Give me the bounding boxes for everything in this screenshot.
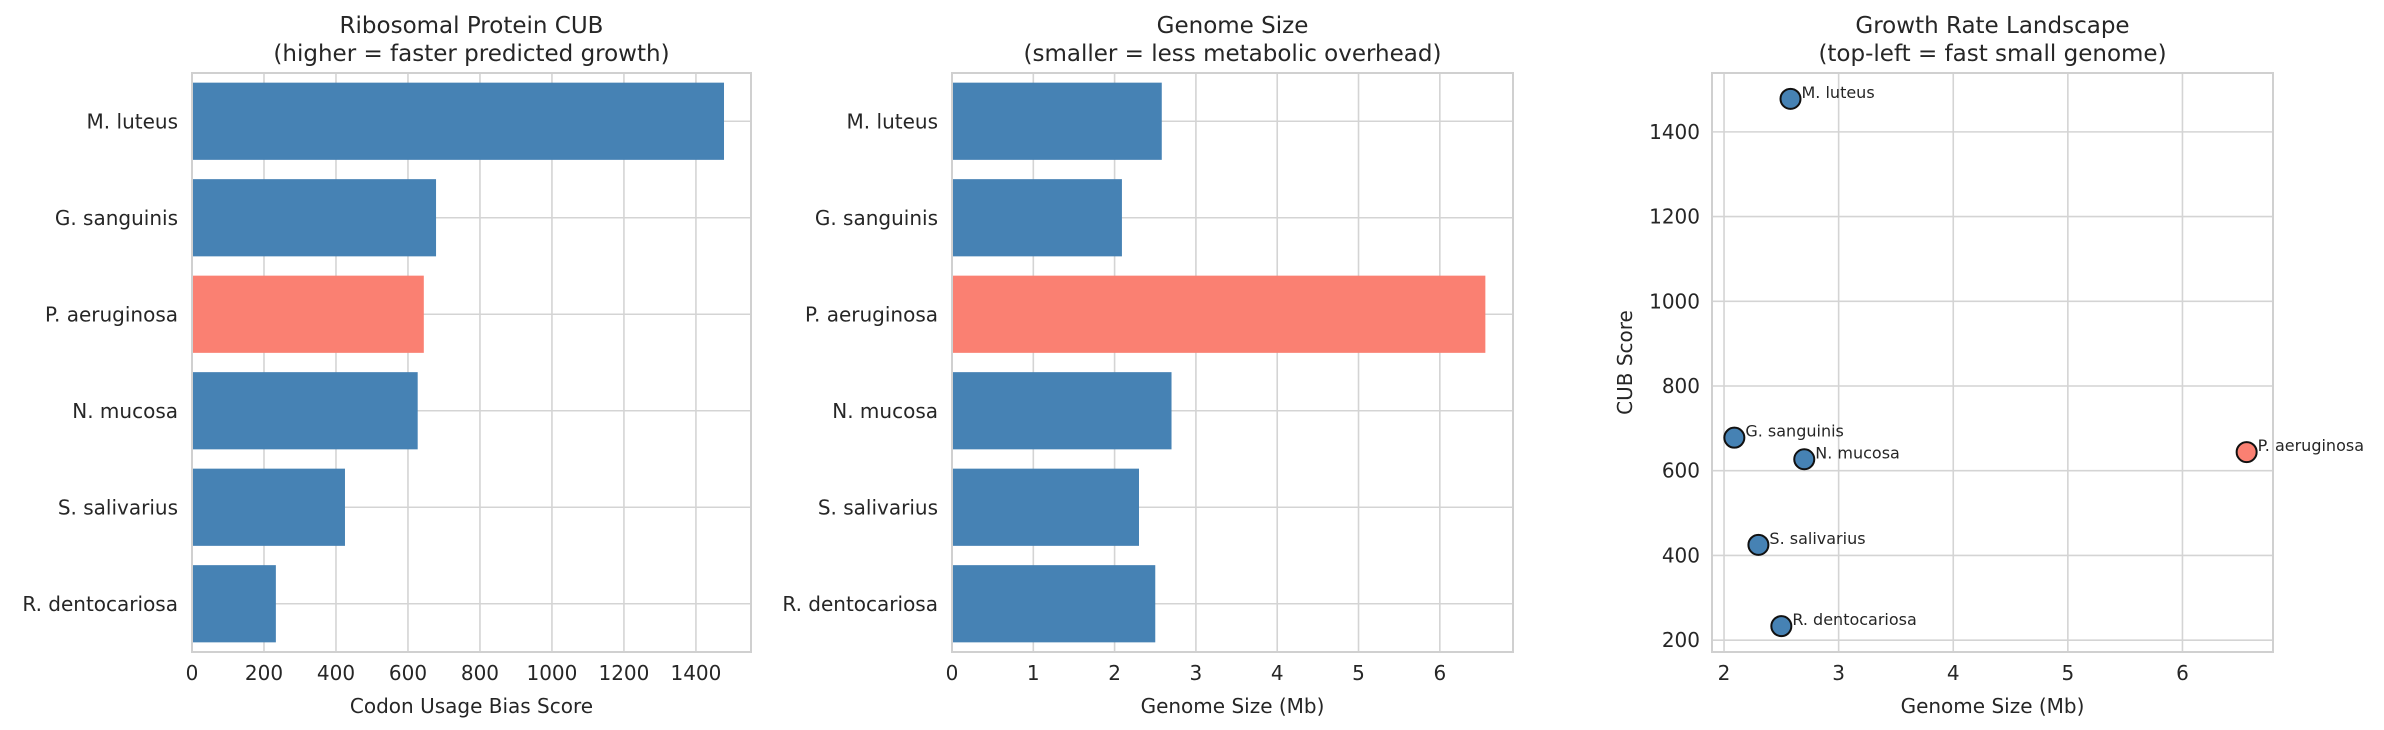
- x-tick-label: 6: [2176, 661, 2189, 685]
- x-tick-label: 200: [245, 661, 283, 685]
- data-point: [1723, 426, 1746, 449]
- bar: [192, 179, 437, 257]
- y-tick-label: G. sanguinis: [55, 206, 178, 230]
- x-tick-label: 4: [1947, 661, 1960, 685]
- axes-frame: [191, 72, 752, 653]
- data-point: [1770, 615, 1793, 638]
- bar: [952, 468, 1139, 546]
- y-tick-label: 800: [1662, 374, 1700, 398]
- x-tick-label: 400: [317, 661, 355, 685]
- x-tick-label: 800: [461, 661, 499, 685]
- chart-subtitle: (smaller = less metabolic overhead): [1024, 41, 1442, 67]
- bar: [192, 565, 276, 643]
- y-tick-label: S. salivarius: [58, 495, 178, 519]
- point-annotation: R. dentocariosa: [1792, 610, 1916, 629]
- chart-title: Growth Rate Landscape: [1855, 13, 2129, 39]
- chart-subtitle: (higher = faster predicted growth): [273, 41, 669, 67]
- x-tick-label: 0: [186, 661, 199, 685]
- chart-title: Ribosomal Protein CUB: [340, 13, 604, 39]
- y-tick-label: 400: [1662, 543, 1700, 567]
- bar: [192, 372, 418, 450]
- x-axis-label: Genome Size (Mb): [1901, 694, 2085, 718]
- bar: [192, 82, 725, 160]
- x-tick-label: 1200: [598, 661, 649, 685]
- y-tick-label: 600: [1662, 459, 1700, 483]
- bar: [952, 275, 1486, 353]
- y-axis-label: CUB Score: [1613, 310, 1637, 415]
- x-tick-label: 1400: [670, 661, 721, 685]
- x-tick-label: 3: [1190, 661, 1203, 685]
- y-tick-label: P. aeruginosa: [805, 302, 938, 326]
- bar: [952, 372, 1172, 450]
- bar: [952, 179, 1122, 257]
- data-point: [1793, 448, 1816, 471]
- chart-subtitle: (top-left = fast small genome): [1818, 41, 2166, 67]
- y-tick-label: N. mucosa: [832, 399, 938, 423]
- y-tick-label: R. dentocariosa: [782, 592, 938, 616]
- y-tick-label: 1000: [1649, 289, 1700, 313]
- y-tick-label: P. aeruginosa: [45, 302, 178, 326]
- x-tick-label: 5: [1352, 661, 1365, 685]
- x-axis-label: Codon Usage Bias Score: [350, 694, 593, 718]
- bar: [192, 275, 424, 353]
- x-tick-label: 0: [946, 661, 959, 685]
- point-annotation: M. luteus: [1802, 83, 1875, 102]
- y-tick-label: G. sanguinis: [815, 206, 938, 230]
- data-point: [2235, 441, 2258, 464]
- point-annotation: N. mucosa: [1815, 443, 1900, 462]
- axes-frame: [951, 72, 1514, 653]
- axes-frame: [1711, 72, 2274, 653]
- point-annotation: G. sanguinis: [1745, 422, 1844, 441]
- x-tick-label: 2: [1108, 661, 1121, 685]
- x-axis-label: Genome Size (Mb): [1141, 694, 1325, 718]
- x-tick-label: 5: [2061, 661, 2074, 685]
- x-tick-label: 3: [1832, 661, 1845, 685]
- y-tick-label: N. mucosa: [72, 399, 178, 423]
- bar: [952, 82, 1162, 160]
- x-tick-label: 600: [389, 661, 427, 685]
- bar: [192, 468, 345, 546]
- data-point: [1779, 87, 1802, 110]
- y-tick-label: R. dentocariosa: [22, 592, 178, 616]
- y-tick-label: 1400: [1649, 120, 1700, 144]
- y-tick-label: S. salivarius: [818, 495, 938, 519]
- point-annotation: P. aeruginosa: [2258, 436, 2364, 455]
- y-tick-label: M. luteus: [87, 109, 178, 133]
- x-tick-label: 1000: [526, 661, 577, 685]
- y-tick-label: 200: [1662, 628, 1700, 652]
- y-tick-label: 1200: [1649, 205, 1700, 229]
- x-tick-label: 4: [1271, 661, 1284, 685]
- x-tick-label: 6: [1433, 661, 1446, 685]
- x-tick-label: 1: [1027, 661, 1040, 685]
- x-tick-label: 2: [1718, 661, 1731, 685]
- chart-title: Genome Size: [1157, 13, 1309, 39]
- point-annotation: S. salivarius: [1769, 529, 1865, 548]
- data-point: [1747, 533, 1770, 556]
- bar: [952, 565, 1156, 643]
- y-tick-label: M. luteus: [847, 109, 938, 133]
